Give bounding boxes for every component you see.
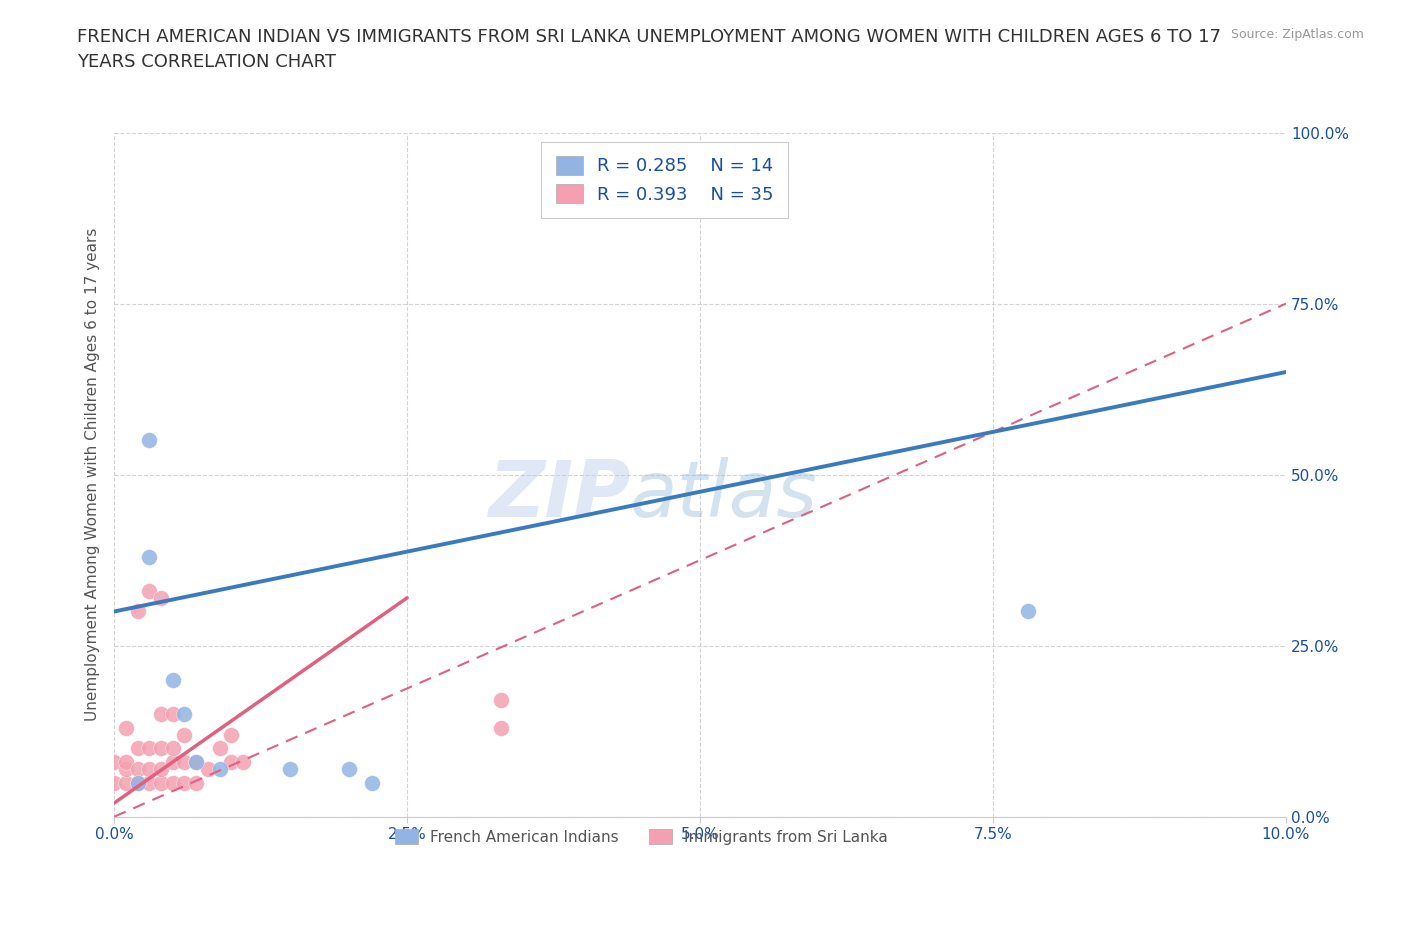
Point bbox=[138, 741, 160, 756]
Point bbox=[127, 741, 149, 756]
Point bbox=[173, 775, 195, 790]
Point bbox=[232, 754, 254, 769]
Y-axis label: Unemployment Among Women with Children Ages 6 to 17 years: Unemployment Among Women with Children A… bbox=[86, 228, 100, 722]
Point bbox=[150, 707, 173, 722]
Point bbox=[173, 727, 195, 742]
Legend: French American Indians, Immigrants from Sri Lanka: French American Indians, Immigrants from… bbox=[382, 817, 900, 857]
Point bbox=[138, 775, 160, 790]
Point bbox=[150, 741, 173, 756]
Point bbox=[162, 741, 184, 756]
Point bbox=[162, 672, 184, 687]
Point bbox=[127, 762, 149, 777]
Point bbox=[162, 754, 184, 769]
Point bbox=[197, 762, 219, 777]
Point bbox=[150, 762, 173, 777]
Point bbox=[186, 754, 208, 769]
Point bbox=[115, 721, 138, 736]
Point bbox=[221, 754, 243, 769]
Text: FRENCH AMERICAN INDIAN VS IMMIGRANTS FROM SRI LANKA UNEMPLOYMENT AMONG WOMEN WIT: FRENCH AMERICAN INDIAN VS IMMIGRANTS FRO… bbox=[77, 28, 1222, 71]
Point bbox=[103, 754, 125, 769]
Point bbox=[489, 721, 512, 736]
Text: atlas: atlas bbox=[630, 458, 818, 533]
Point bbox=[138, 762, 160, 777]
Point bbox=[1017, 604, 1039, 619]
Point bbox=[115, 762, 138, 777]
Point bbox=[173, 754, 195, 769]
Point bbox=[208, 762, 231, 777]
Point bbox=[186, 775, 208, 790]
Text: ZIP: ZIP bbox=[488, 458, 630, 533]
Point bbox=[208, 741, 231, 756]
Point bbox=[173, 707, 195, 722]
Text: Source: ZipAtlas.com: Source: ZipAtlas.com bbox=[1230, 28, 1364, 41]
Point bbox=[138, 433, 160, 448]
Point bbox=[337, 762, 360, 777]
Point bbox=[127, 775, 149, 790]
Point bbox=[162, 775, 184, 790]
Point bbox=[186, 754, 208, 769]
Point bbox=[127, 604, 149, 619]
Point bbox=[489, 693, 512, 708]
Point bbox=[115, 754, 138, 769]
Point bbox=[278, 762, 301, 777]
Point bbox=[138, 583, 160, 598]
Point bbox=[103, 775, 125, 790]
Point bbox=[138, 550, 160, 565]
Point bbox=[221, 727, 243, 742]
Point bbox=[361, 775, 384, 790]
Point bbox=[162, 707, 184, 722]
Point bbox=[127, 775, 149, 790]
Point bbox=[150, 591, 173, 605]
Point bbox=[115, 775, 138, 790]
Point bbox=[150, 775, 173, 790]
